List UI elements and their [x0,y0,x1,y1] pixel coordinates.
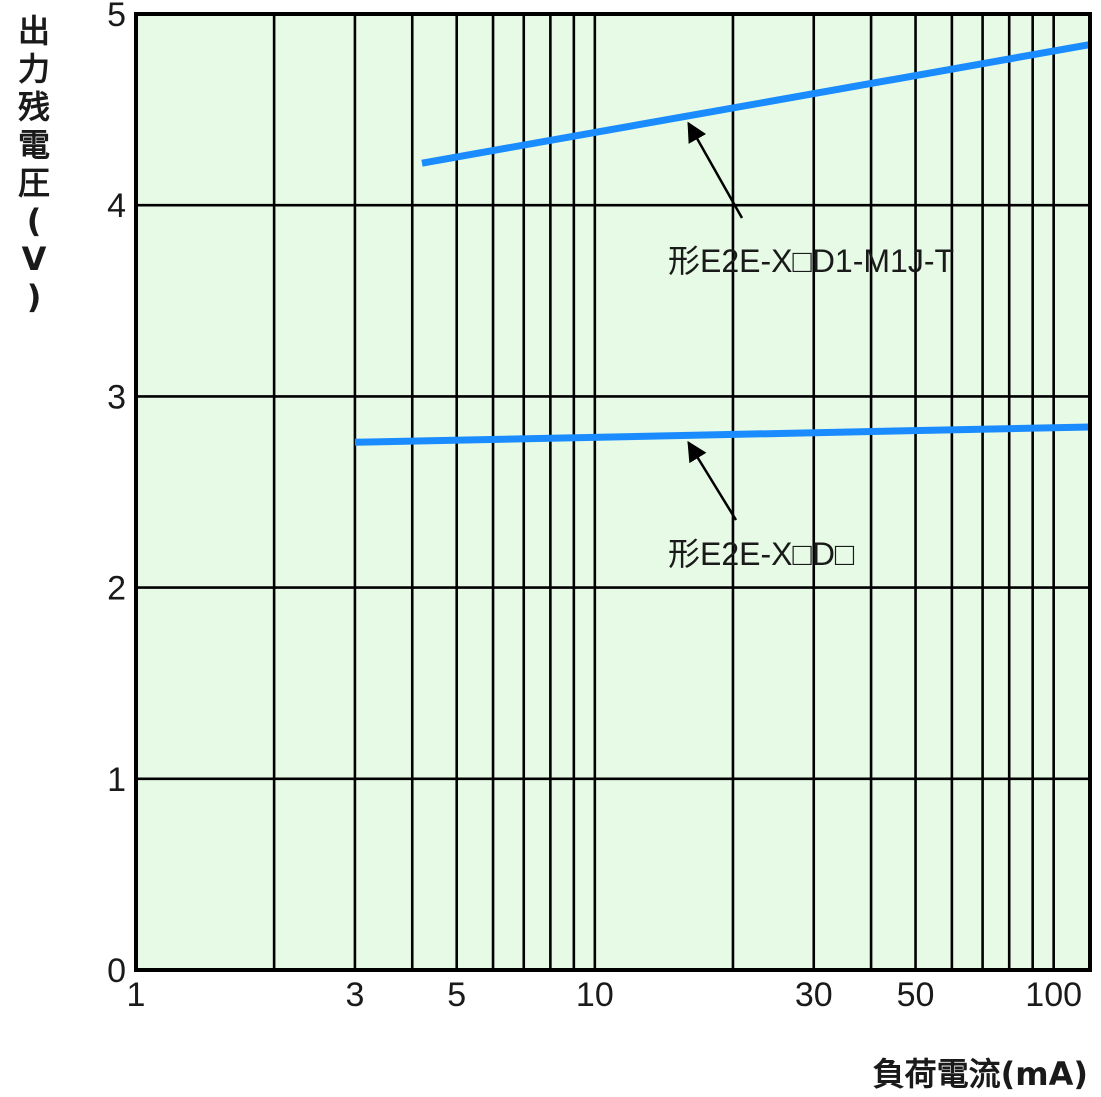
x-tick-label: 10 [576,976,614,1014]
x-axis-title: 負荷電流(mA) [873,1055,1088,1093]
y-tick-label: 0 [107,952,126,990]
series-line [354,423,1091,446]
x-tick-label: 30 [795,976,833,1014]
x-tick-label: 100 [1025,976,1082,1014]
plot-frame [134,12,1092,972]
annotation-arrow [687,440,738,521]
series-line [421,41,1091,167]
series-label: 形E2E-X□D1-M1J-T [668,243,954,279]
y-axis-title: 出力残電圧(V) [18,12,50,316]
grid-vertical [272,14,1055,970]
x-tick-label: 1 [127,976,146,1014]
x-tick-label: 3 [345,976,364,1014]
y-tick-labels: 0 1 2 3 4 5 [107,0,126,990]
x-tick-labels: 1 3 5 10 30 50 100 [127,976,1082,1014]
series-group [354,41,1091,446]
x-tick-label: 50 [897,976,935,1014]
y-tick-label: 2 [107,570,126,608]
annotation-arrow [687,121,744,219]
grid-horizontal [136,203,1090,781]
y-tick-label: 5 [107,0,126,34]
y-tick-label: 1 [107,761,126,799]
plot-background [136,14,1090,970]
annotations-group: 形E2E-X□D1-M1J-T 形E2E-X□D□ [668,121,954,572]
y-tick-label: 4 [107,187,126,225]
y-tick-label: 3 [107,378,126,416]
series-label: 形E2E-X□D□ [668,536,855,572]
x-tick-label: 5 [447,976,466,1014]
